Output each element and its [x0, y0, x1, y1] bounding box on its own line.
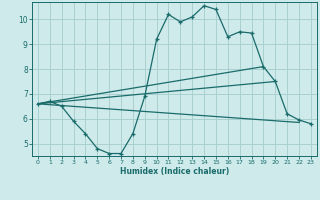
X-axis label: Humidex (Indice chaleur): Humidex (Indice chaleur) — [120, 167, 229, 176]
